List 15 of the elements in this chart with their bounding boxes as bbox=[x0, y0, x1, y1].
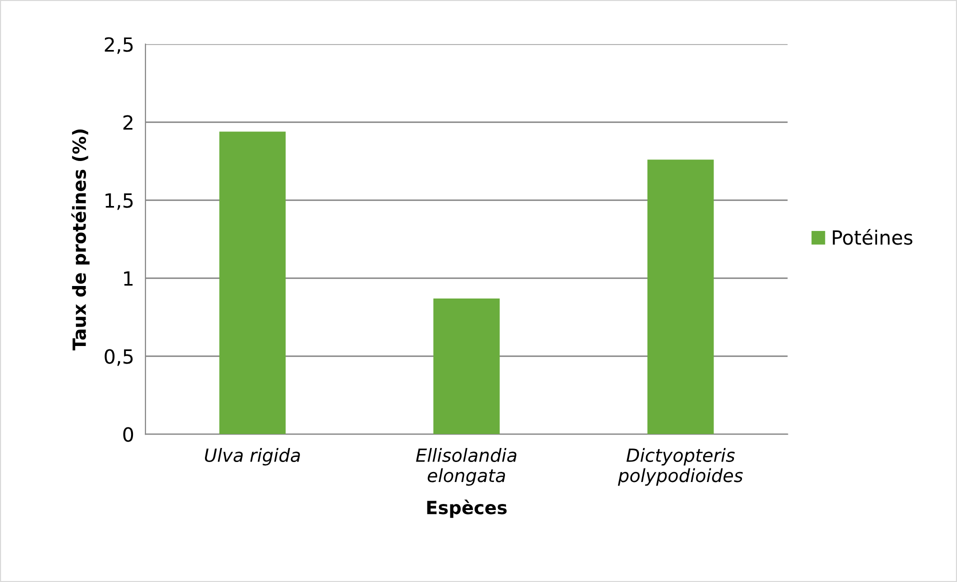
bar bbox=[219, 132, 286, 434]
bar bbox=[647, 160, 714, 434]
y-axis-title: Taux de protéines (%) bbox=[71, 130, 90, 350]
x-axis-title: Espèces bbox=[427, 500, 507, 518]
x-tick-label: Ellisolandia elongata bbox=[416, 448, 516, 486]
y-tick-label: 1 bbox=[124, 271, 133, 286]
legend-label: Potéines bbox=[832, 229, 912, 245]
y-tick-label: 1,5 bbox=[106, 193, 133, 210]
y-tick-label: 2 bbox=[123, 115, 132, 130]
bar bbox=[433, 298, 500, 434]
y-tick-label: 0 bbox=[123, 427, 134, 442]
x-tick-label: Ulva rigida bbox=[204, 448, 300, 466]
y-tick-label: 0,5 bbox=[104, 349, 133, 366]
y-tick-label: 2,5 bbox=[104, 37, 133, 54]
x-tick-label: Dictyopteris polypodioides bbox=[618, 448, 743, 486]
